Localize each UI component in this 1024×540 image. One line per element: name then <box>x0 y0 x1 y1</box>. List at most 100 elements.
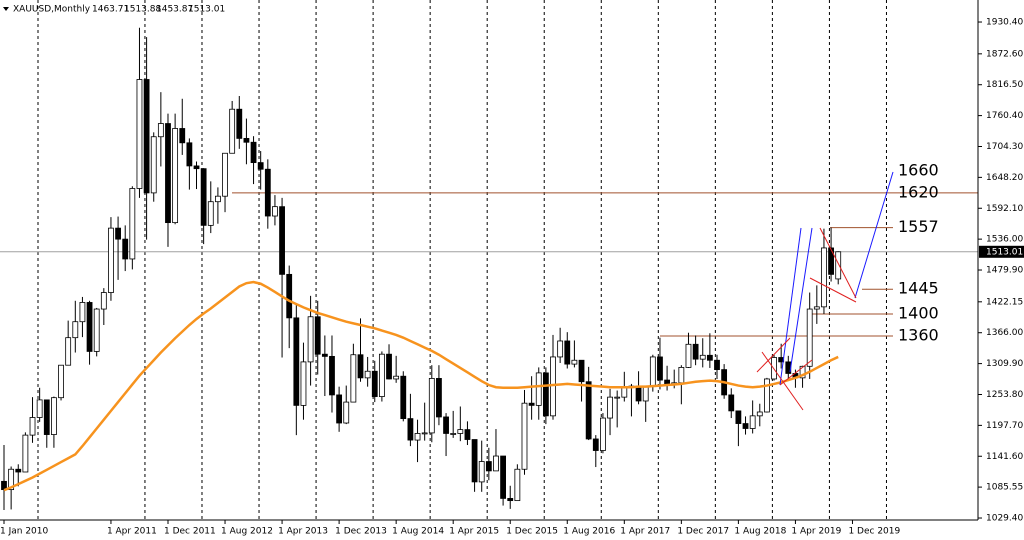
y-tick-label: 1085.55 <box>986 483 1023 493</box>
candle-body <box>293 317 300 406</box>
candle-body <box>22 434 29 473</box>
candle-body <box>835 251 842 280</box>
candle-body <box>307 316 314 363</box>
level-label: 1557 <box>898 217 939 236</box>
candle-body <box>756 411 763 417</box>
trend-line <box>809 277 857 303</box>
ohlc-open: 1463.71 <box>92 5 129 15</box>
level-label: 1360 <box>898 326 939 345</box>
candle-body <box>507 498 514 502</box>
candle-body <box>706 354 713 361</box>
y-tick-label: 1253.80 <box>986 390 1023 400</box>
candle-body <box>243 137 250 143</box>
candle-body <box>58 364 64 399</box>
candle-body <box>264 168 271 217</box>
ohlc-close: 1513.01 <box>188 5 225 15</box>
candle-body <box>357 354 364 379</box>
x-tick-label: 1 Dec 2011 <box>164 527 216 537</box>
candle-body <box>179 128 186 144</box>
candle-body <box>436 378 442 418</box>
candle-body <box>329 355 335 396</box>
candle-body <box>236 108 243 139</box>
candle-body <box>364 370 371 379</box>
candle-body <box>122 238 129 260</box>
candle-body <box>257 162 264 170</box>
y-tick-label: 1930.40 <box>986 18 1023 28</box>
candle-body <box>115 227 121 240</box>
y-tick-label: 1536.00 <box>986 235 1023 245</box>
candle-body <box>150 136 157 194</box>
candle-body <box>735 410 742 424</box>
candle-body <box>29 417 36 436</box>
candle-body <box>443 416 449 434</box>
trend-line <box>819 227 857 299</box>
candle-body <box>286 273 293 319</box>
x-tick-label: 1 Apr 2017 <box>620 527 670 537</box>
y-tick-label: 1872.60 <box>986 49 1023 59</box>
menu-triangle[interactable] <box>3 7 9 11</box>
candle-body <box>749 415 756 429</box>
y-tick-label: 1309.90 <box>986 359 1023 369</box>
y-tick-label: 1422.15 <box>986 297 1023 307</box>
candle-body <box>600 417 606 451</box>
candle-body <box>614 396 621 399</box>
candle-body <box>657 356 663 381</box>
y-tick-label: 1592.10 <box>986 204 1023 214</box>
symbol-title: XAUUSD,Monthly <box>13 5 91 15</box>
y-tick-label: 1029.40 <box>986 514 1023 524</box>
candle-body <box>386 353 392 380</box>
candle-body <box>222 152 228 197</box>
candle-body <box>350 354 357 403</box>
candle-body <box>86 302 93 352</box>
candle-body <box>514 468 521 502</box>
y-tick-label: 1141.60 <box>986 452 1023 462</box>
candle-body <box>464 429 471 440</box>
candle-body <box>564 340 571 365</box>
trend-line <box>779 227 802 386</box>
x-tick-label: 1 Aug 2012 <box>221 527 273 537</box>
candle-body <box>393 375 400 380</box>
x-tick-label: 1 Dec 2013 <box>335 527 387 537</box>
x-tick-label: 1 Aug 2016 <box>563 527 615 537</box>
candle-body <box>649 356 656 387</box>
candle-body <box>400 375 407 419</box>
level-label: 1620 <box>898 182 939 201</box>
trend-line <box>789 227 813 373</box>
y-tick-label: 1479.90 <box>986 266 1023 276</box>
x-tick-label: 1 Dec 2019 <box>848 527 900 537</box>
candle-body <box>428 378 435 434</box>
candle-body <box>421 432 428 435</box>
candle-body <box>314 316 321 355</box>
candle-body <box>321 353 328 357</box>
candle-body <box>143 79 150 194</box>
moving-average <box>3 280 839 492</box>
candle-body <box>692 343 699 360</box>
candle-body <box>493 455 499 472</box>
candle-body <box>72 321 79 339</box>
candle-body <box>200 168 207 226</box>
candle-body <box>36 399 43 418</box>
candle-body <box>813 306 820 310</box>
trend-line <box>761 351 804 411</box>
candle-body <box>108 227 114 293</box>
candle-body <box>193 165 200 170</box>
candle-body <box>250 141 257 164</box>
candle-body <box>279 206 285 275</box>
candle-body <box>100 292 107 310</box>
candle-body <box>414 433 421 441</box>
y-tick-label: 1197.70 <box>986 421 1023 431</box>
candle-body <box>728 394 735 412</box>
candle-body <box>500 455 507 499</box>
candle-body <box>450 433 457 435</box>
x-tick-label: 1 Apr 2013 <box>278 527 328 537</box>
candle-body <box>186 142 193 167</box>
candle-body <box>165 123 171 224</box>
candle-body <box>136 79 143 189</box>
level-label: 1400 <box>898 304 939 323</box>
candle-body <box>607 396 613 419</box>
candle-body <box>129 188 136 260</box>
x-tick-label: 1 Dec 2017 <box>677 527 729 537</box>
candle-body <box>642 385 649 402</box>
candle-body <box>685 343 692 368</box>
candle-body <box>678 367 685 384</box>
